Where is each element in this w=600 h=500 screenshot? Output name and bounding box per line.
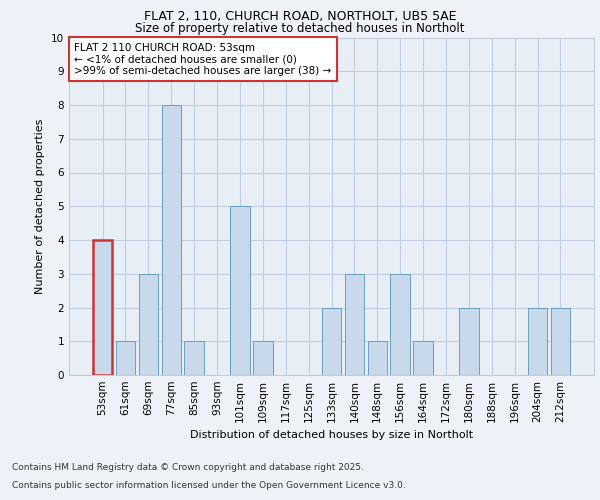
X-axis label: Distribution of detached houses by size in Northolt: Distribution of detached houses by size … — [190, 430, 473, 440]
Bar — [528, 308, 547, 375]
Bar — [116, 341, 135, 375]
Bar — [391, 274, 410, 375]
Bar — [230, 206, 250, 375]
Bar — [459, 308, 479, 375]
Text: FLAT 2, 110, CHURCH ROAD, NORTHOLT, UB5 5AE: FLAT 2, 110, CHURCH ROAD, NORTHOLT, UB5 … — [144, 10, 456, 23]
Bar — [344, 274, 364, 375]
Bar — [413, 341, 433, 375]
Bar — [184, 341, 204, 375]
Bar — [368, 341, 387, 375]
Text: FLAT 2 110 CHURCH ROAD: 53sqm
← <1% of detached houses are smaller (0)
>99% of s: FLAT 2 110 CHURCH ROAD: 53sqm ← <1% of d… — [74, 42, 331, 76]
Bar — [93, 240, 112, 375]
Text: Size of property relative to detached houses in Northolt: Size of property relative to detached ho… — [135, 22, 465, 35]
Bar — [551, 308, 570, 375]
Bar — [161, 105, 181, 375]
Bar — [253, 341, 272, 375]
Text: Contains HM Land Registry data © Crown copyright and database right 2025.: Contains HM Land Registry data © Crown c… — [12, 464, 364, 472]
Y-axis label: Number of detached properties: Number of detached properties — [35, 118, 46, 294]
Bar — [139, 274, 158, 375]
Text: Contains public sector information licensed under the Open Government Licence v3: Contains public sector information licen… — [12, 481, 406, 490]
Bar — [322, 308, 341, 375]
